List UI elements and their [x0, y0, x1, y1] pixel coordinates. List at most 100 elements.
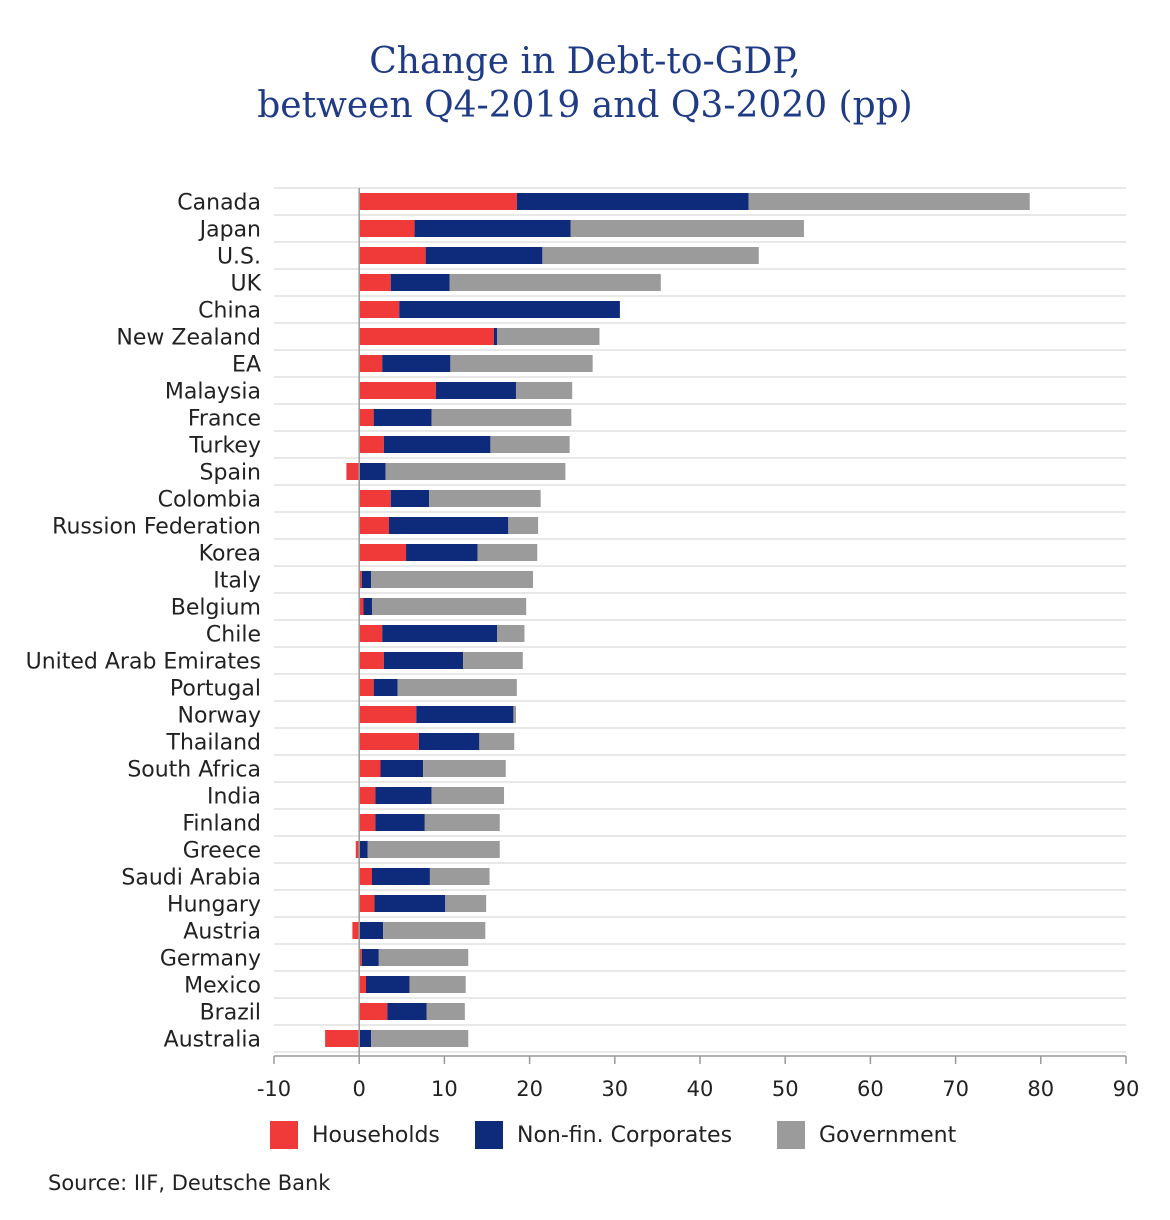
bar-uk-households [359, 274, 391, 291]
category-label: Belgium [171, 596, 261, 621]
bar-uk-non-fin-corporates [390, 274, 450, 291]
legend-swatch-government [777, 1121, 805, 1149]
x-tick-label: 50 [772, 1077, 799, 1101]
bar-hungary-non-fin-corporates [374, 895, 446, 912]
x-tick-label: 70 [942, 1077, 969, 1101]
bar-brazil-non-fin-corporates [387, 1003, 427, 1020]
bar-thailand-government [479, 733, 515, 750]
x-tick-label: 60 [857, 1077, 884, 1101]
bar-india-government [431, 787, 505, 804]
bar-uk-government [449, 274, 661, 291]
bar-india-non-fin-corporates [375, 787, 432, 804]
bar-germany-non-fin-corporates [361, 949, 379, 966]
legend-government: Government [777, 1118, 956, 1152]
bar-saudi-arabia-non-fin-corporates [371, 868, 430, 885]
bar-turkey-non-fin-corporates [383, 436, 491, 453]
x-tick-label: 30 [601, 1077, 628, 1101]
bar-new-zealand-government [497, 328, 600, 345]
bar-u-s--households [359, 247, 426, 264]
bar-ea-government [450, 355, 593, 372]
category-label: Norway [178, 704, 261, 729]
bar-south-africa-government [423, 760, 506, 777]
bar-italy-households [359, 571, 362, 588]
legend-label-corporates: Non-fin. Corporates [517, 1122, 733, 1148]
category-label: Mexico [184, 974, 261, 999]
bar-norway-government [513, 706, 516, 723]
bar-greece-government [367, 841, 500, 858]
bar-germany-government [378, 949, 469, 966]
bar-australia-government [371, 1030, 469, 1047]
bar-finland-government [424, 814, 500, 831]
legend-label-households: Households [312, 1122, 440, 1148]
bar-spain-government [385, 463, 566, 480]
category-label: Russion Federation [52, 515, 261, 540]
bar-russion-federation-households [359, 517, 390, 534]
bar-turkey-government [490, 436, 570, 453]
bar-hungary-households [359, 895, 375, 912]
bar-canada-households [359, 193, 517, 210]
bar-portugal-non-fin-corporates [373, 679, 398, 696]
bar-korea-government [477, 544, 538, 561]
bar-hungary-government [445, 895, 487, 912]
bar-malaysia-households [359, 382, 436, 399]
bar-france-non-fin-corporates [373, 409, 432, 426]
category-label: Australia [164, 1028, 261, 1053]
bar-australia-households [325, 1030, 360, 1047]
bar-finland-non-fin-corporates [375, 814, 425, 831]
bar-canada-non-fin-corporates [516, 193, 749, 210]
category-label: Japan [198, 218, 261, 243]
bar-france-households [359, 409, 374, 426]
category-label: China [198, 299, 261, 324]
category-label: Chile [206, 623, 261, 648]
category-label: Hungary [167, 893, 261, 918]
bar-turkey-households [359, 436, 384, 453]
x-tick-label: -10 [257, 1077, 291, 1101]
bar-mexico-households [359, 976, 367, 993]
legend-households: Households [270, 1118, 440, 1152]
x-tick-label: 80 [1027, 1077, 1054, 1101]
category-label: UK [230, 272, 261, 297]
legend-corporates: Non-fin. Corporates [475, 1118, 732, 1152]
x-tick-label: 0 [353, 1077, 366, 1101]
category-label: New Zealand [116, 326, 261, 351]
bar-brazil-government [426, 1003, 465, 1020]
bar-india-households [359, 787, 376, 804]
category-label: France [188, 407, 261, 432]
category-label: South Africa [127, 758, 261, 783]
chart-title: Change in Debt-to-GDP, [369, 41, 801, 82]
bar-korea-households [359, 544, 407, 561]
category-label: Germany [160, 947, 261, 972]
category-label: Saudi Arabia [121, 866, 261, 891]
x-tick-label: 90 [1113, 1077, 1140, 1101]
legend-swatch-corporates [475, 1121, 503, 1149]
legend-label-government: Government [819, 1122, 957, 1148]
bar-united-arab-emirates-households [359, 652, 384, 669]
bar-mexico-non-fin-corporates [366, 976, 410, 993]
category-label: Austria [183, 920, 261, 945]
bar-china-non-fin-corporates [399, 301, 620, 318]
category-label: United Arab Emirates [26, 650, 261, 675]
category-label: Greece [183, 839, 261, 864]
bar-australia-non-fin-corporates [359, 1030, 372, 1047]
bar-finland-households [359, 814, 376, 831]
bar-austria-government [383, 922, 486, 939]
legend: Households Non-fin. Corporates Governmen… [0, 1118, 1170, 1152]
bar-saudi-arabia-households [359, 868, 372, 885]
bar-france-government [431, 409, 572, 426]
bar-u-s--non-fin-corporates [425, 247, 543, 264]
bar-portugal-government [397, 679, 517, 696]
bar-italy-government [371, 571, 534, 588]
bar-south-africa-non-fin-corporates [380, 760, 424, 777]
category-label: U.S. [217, 245, 261, 270]
bar-norway-households [359, 706, 417, 723]
bar-belgium-government [371, 598, 527, 615]
bar-japan-government [570, 220, 804, 237]
bar-spain-non-fin-corporates [359, 463, 386, 480]
bar-japan-households [359, 220, 415, 237]
bar-ea-non-fin-corporates [382, 355, 451, 372]
bar-austria-non-fin-corporates [359, 922, 384, 939]
category-label: Brazil [200, 1001, 261, 1026]
bar-chile-non-fin-corporates [382, 625, 498, 642]
chart-subtitle: between Q4-2019 and Q3-2020 (pp) [257, 85, 913, 126]
x-tick-label: 40 [687, 1077, 714, 1101]
